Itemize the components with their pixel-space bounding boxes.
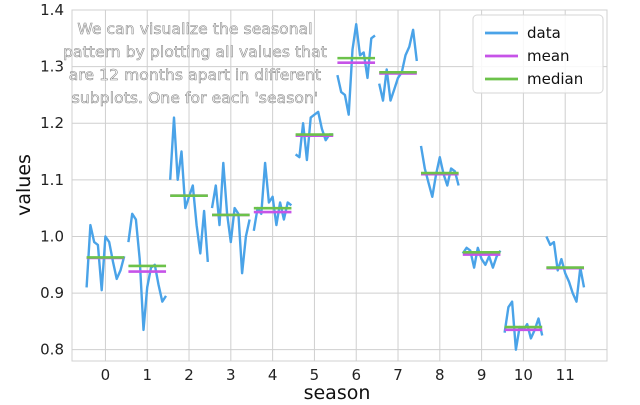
legend-label-data: data <box>527 24 561 42</box>
annotation-line: We can visualize the seasonal <box>77 20 312 38</box>
annotation-line: pattern by plotting all values that <box>63 43 327 61</box>
data-line-season-7 <box>378 28 418 102</box>
x-tick-label: 8 <box>435 366 445 384</box>
plot-frame <box>71 9 608 362</box>
x-tick-label: 6 <box>351 366 361 384</box>
y-axis-label: values <box>13 154 35 216</box>
annotation-line: are 12 months apart in different <box>69 66 322 84</box>
x-tick-label: 0 <box>101 366 111 384</box>
legend: data mean median <box>472 14 604 94</box>
data-line-season-9 <box>461 246 502 269</box>
annotation-line: subplots. One for each 'season' <box>72 89 319 107</box>
y-tick-label: 0.9 <box>40 284 64 302</box>
data-line-season-6 <box>336 23 376 116</box>
x-axis-label: season <box>304 382 371 404</box>
data-line-season-1 <box>127 212 168 332</box>
y-tick-label: 1.4 <box>40 1 64 19</box>
annotation-text: We can visualize the seasonal pattern by … <box>63 20 327 108</box>
x-tick-label: 9 <box>477 366 487 384</box>
y-tick-label: 1.3 <box>40 58 64 76</box>
x-tick-label: 11 <box>556 366 575 384</box>
y-tick-label: 1.1 <box>40 171 64 189</box>
data-line-season-3 <box>210 161 251 275</box>
data-line-season-8 <box>419 145 460 199</box>
grid-lines <box>71 9 608 362</box>
y-tick-label: 0.8 <box>40 341 64 359</box>
x-tick-label: 1 <box>142 366 152 384</box>
x-tick-label: 2 <box>184 366 194 384</box>
tick-labels: 0.8 0.9 1.0 1.1 1.2 1.3 1.4 0 1 2 3 4 5 6 7 8 9 10 11 <box>40 1 575 384</box>
legend-label-mean: mean <box>527 47 570 65</box>
series-layer <box>85 23 586 351</box>
x-tick-label: 4 <box>268 366 278 384</box>
x-tick-label: 5 <box>310 366 320 384</box>
data-line-season-11 <box>545 236 586 303</box>
legend-box <box>472 14 604 94</box>
y-tick-label: 1.2 <box>40 114 64 132</box>
y-tick-label: 1.0 <box>40 227 64 245</box>
x-tick-label: 10 <box>514 366 533 384</box>
data-line-season-0 <box>85 223 126 292</box>
legend-label-median: median <box>527 70 583 88</box>
x-tick-label: 3 <box>226 366 236 384</box>
x-tick-label: 7 <box>393 366 403 384</box>
